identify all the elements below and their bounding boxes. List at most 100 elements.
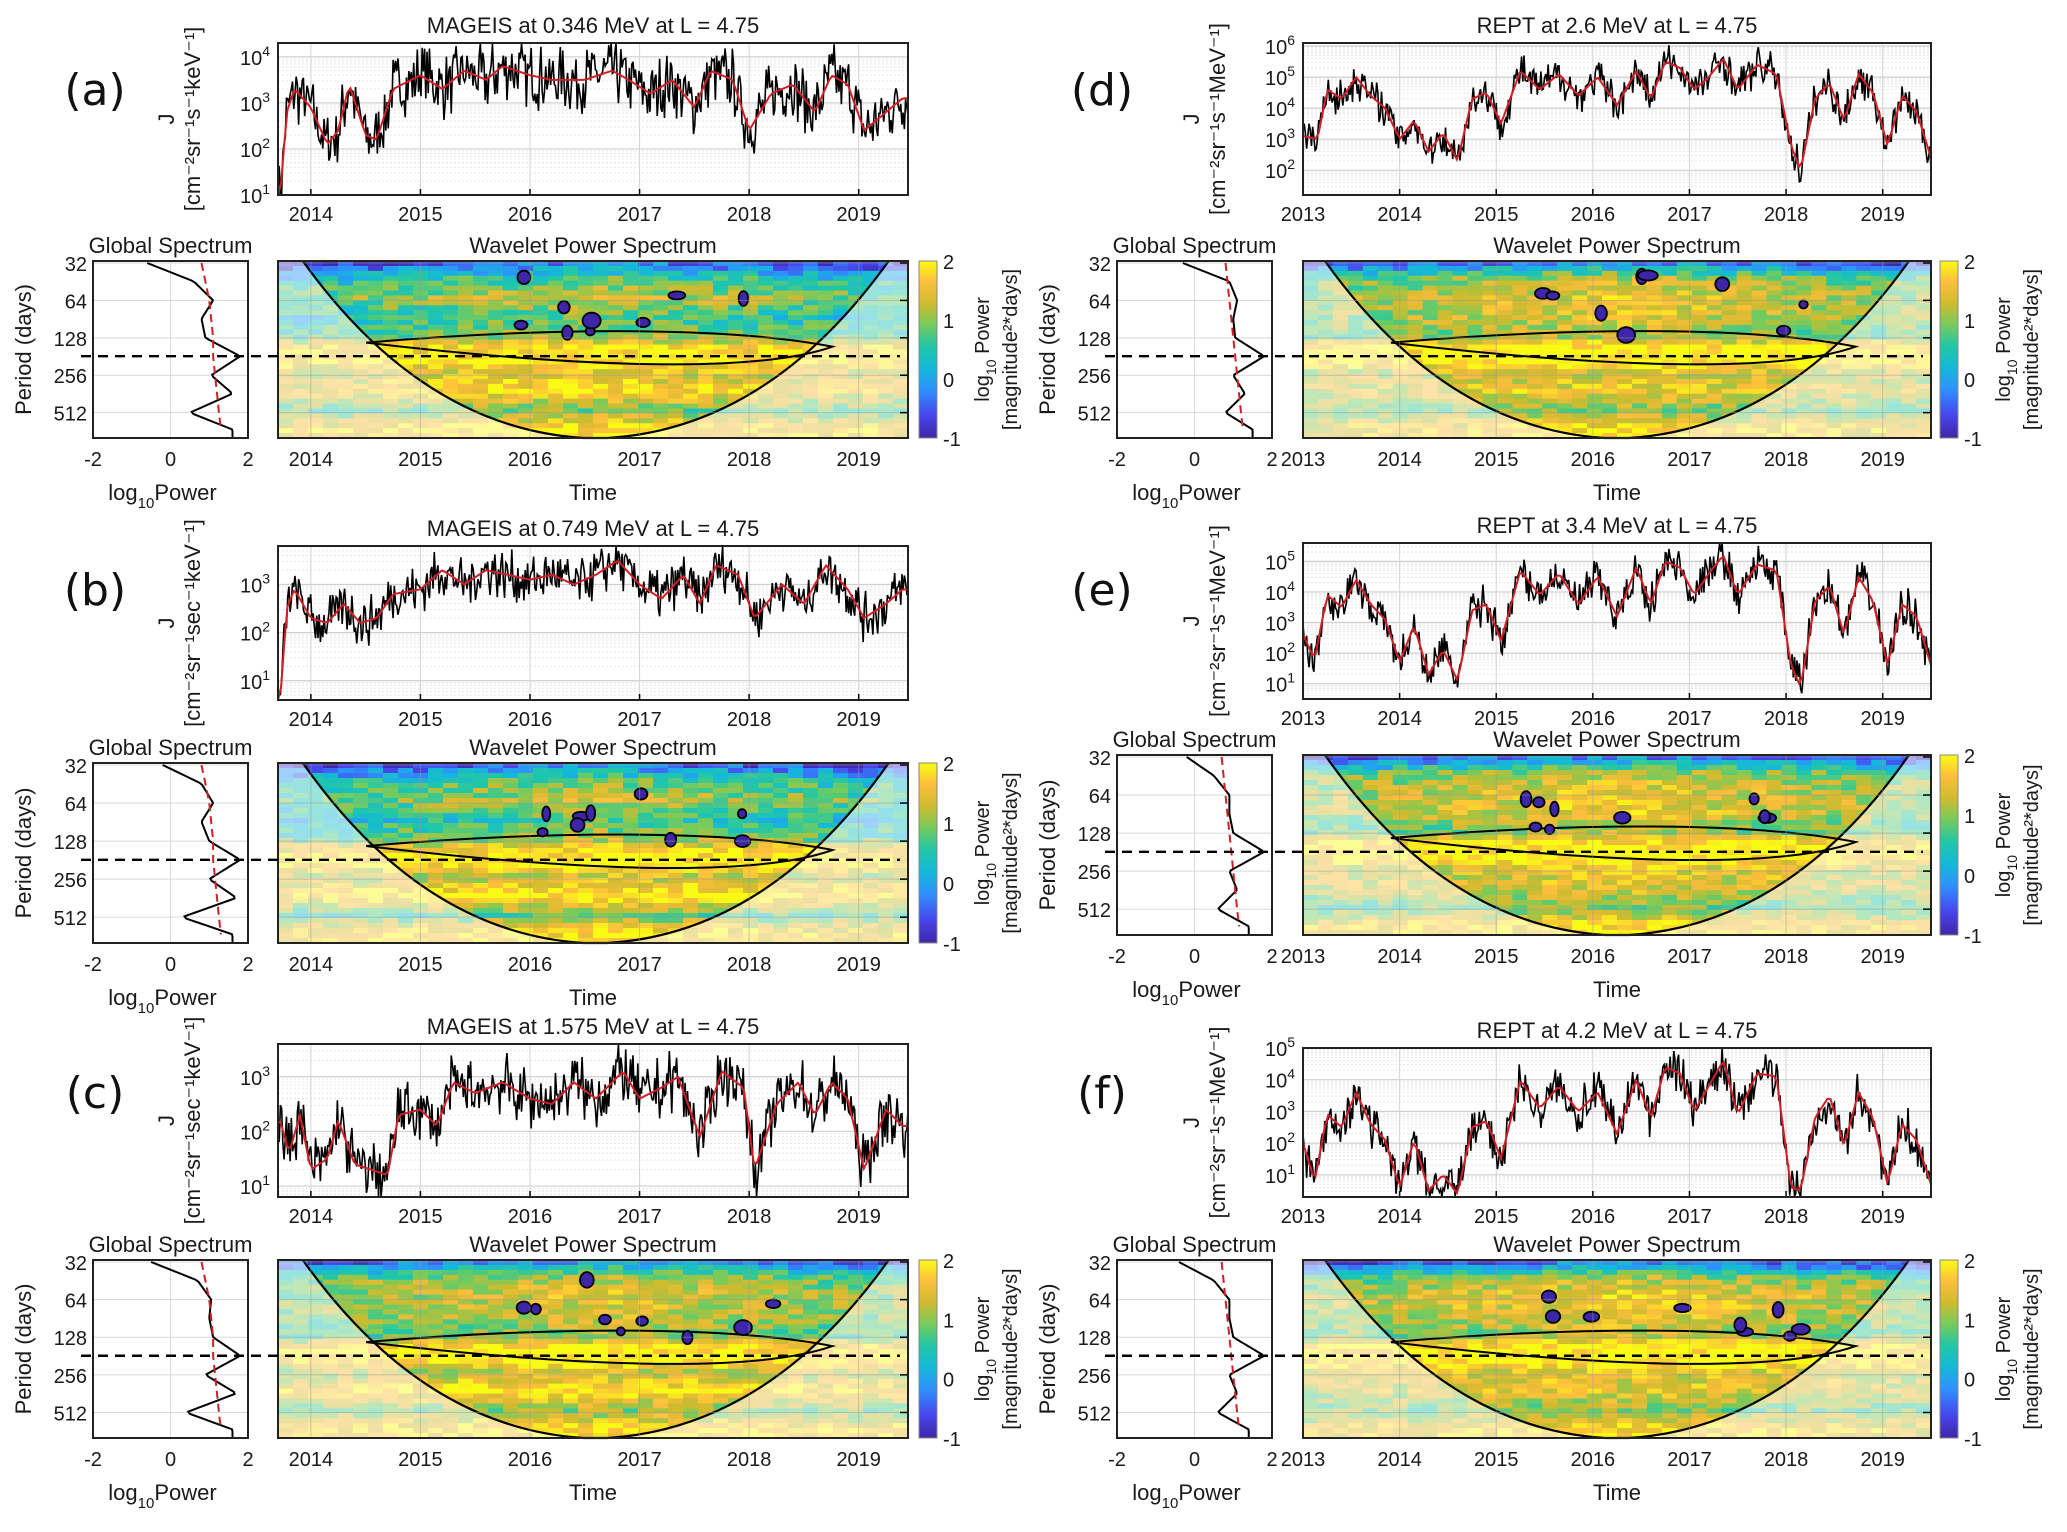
wavelet-cell [623,893,639,899]
wavelet-cell [818,1289,834,1296]
wavelet-cell [368,773,384,779]
wavelet-cell [788,1274,804,1281]
wavelet-cell [428,344,444,351]
wavelet-cell [788,1324,804,1330]
wavelet-cell [383,783,399,789]
wavelet-cell [488,275,504,282]
wavelet-cell [683,295,699,301]
wavelet-cell [443,848,459,854]
wavelet-cell [638,803,654,809]
wavelet-cell [458,359,474,365]
wavelet-cell [503,1368,519,1375]
wavelet-cell [443,888,459,894]
wavelet-cell [398,1304,414,1311]
wavelet-cell [383,285,399,292]
wavelet-cell [713,403,729,410]
wavelet-cell [593,918,609,924]
wavelet-cell [428,878,444,884]
wavelet-cell [428,290,444,297]
wavelet-cell [593,1418,609,1424]
wavelet-cell [593,1403,609,1409]
wavelet-cell [443,369,459,375]
wavelet-cell [608,413,624,419]
wavelet-cell [503,315,519,321]
wavelet-cell [728,265,744,272]
wavelet-cell [458,1269,474,1276]
wavelet-cell [728,888,744,894]
wavelet-cell [458,823,474,829]
wavelet-cell [623,873,639,879]
wavelet-cell [638,364,654,370]
wavelet-cell [758,374,774,380]
wavelet-cell [548,763,564,769]
wavelet-cell [578,1428,594,1434]
wavelet-cell [578,1418,594,1424]
wavelet-cell [548,1274,564,1281]
wavelet-cell [698,369,714,375]
significance-contour [366,833,837,870]
wavelet-cell [578,1299,594,1306]
wavelet-cell [593,913,609,919]
wavelet-cell [818,270,834,277]
wavelet-cell [398,1309,414,1315]
wavelet-cell [713,808,729,814]
wavelet-cell [728,798,744,804]
wavelet-cell [398,265,414,272]
wavelet-cell [428,828,444,834]
wavelet-cell [398,823,414,829]
wavelet-cell [383,808,399,814]
wavelet-cell [683,773,699,779]
significance-contour-island [536,827,549,838]
wavelet-cell [503,1309,519,1315]
wavelet-cell [428,1304,444,1311]
wavelet-cell [428,1279,444,1286]
wavelet-cell [698,818,714,824]
wavelet-cell [683,1284,699,1291]
wavelet-cell [728,768,744,774]
wavelet-cell [548,1294,564,1301]
wavelet-cell [608,1378,624,1385]
wavelet-cell [623,300,639,306]
wavelet-cell [623,848,639,854]
wavelet-cell [788,1314,804,1320]
wavelet-cell [578,1309,594,1315]
smoothed-flux-series [1302,58,1932,169]
wavelet-cell [548,270,564,277]
wavelet-cell [623,798,639,804]
y-tick-label: 103 [240,89,270,116]
wavelet-cell [578,1388,594,1395]
wavelet-cell [548,858,564,864]
wavelet-cell [818,1309,834,1315]
wavelet-cell [368,270,384,277]
wavelet-cell [428,1358,444,1365]
wavelet-cell [608,1403,624,1409]
wavelet-cell [728,379,744,385]
wavelet-cell [593,1393,609,1400]
x-tick-label: 2018 [727,204,772,226]
wavelet-cell [503,883,519,889]
wavelet-cell [713,898,729,904]
wavelet-cell [398,1269,414,1276]
wavelet-cell [563,1284,579,1291]
wavelet-cell [623,359,639,365]
time-series-title: MAGEIS at 1.575 MeV at L = 4.75 [427,1014,759,1039]
wavelet-cell [608,1339,624,1345]
wavelet-cell [743,828,759,834]
wavelet-cell [743,1339,759,1345]
wavelet-cell [773,793,789,799]
wavelet-cell [353,803,369,809]
wavelet-cell [473,398,489,405]
wavelet-cell [623,265,639,272]
wavelet-cell [488,1314,504,1320]
wavelet-cell [668,808,684,814]
wavelet-cell [548,778,564,784]
wavelet-cell [758,329,774,336]
y-axis-units: [cm⁻²sr⁻¹s⁻¹keV⁻¹] [180,27,205,212]
wavelet-cell [353,1304,369,1311]
wavelet-cell [533,903,549,909]
wavelet-cell [503,270,519,277]
wavelet-cell [353,828,369,834]
wavelet-cell [758,768,774,774]
wavelet-cell [443,364,459,370]
wavelet-cell [518,1358,534,1365]
